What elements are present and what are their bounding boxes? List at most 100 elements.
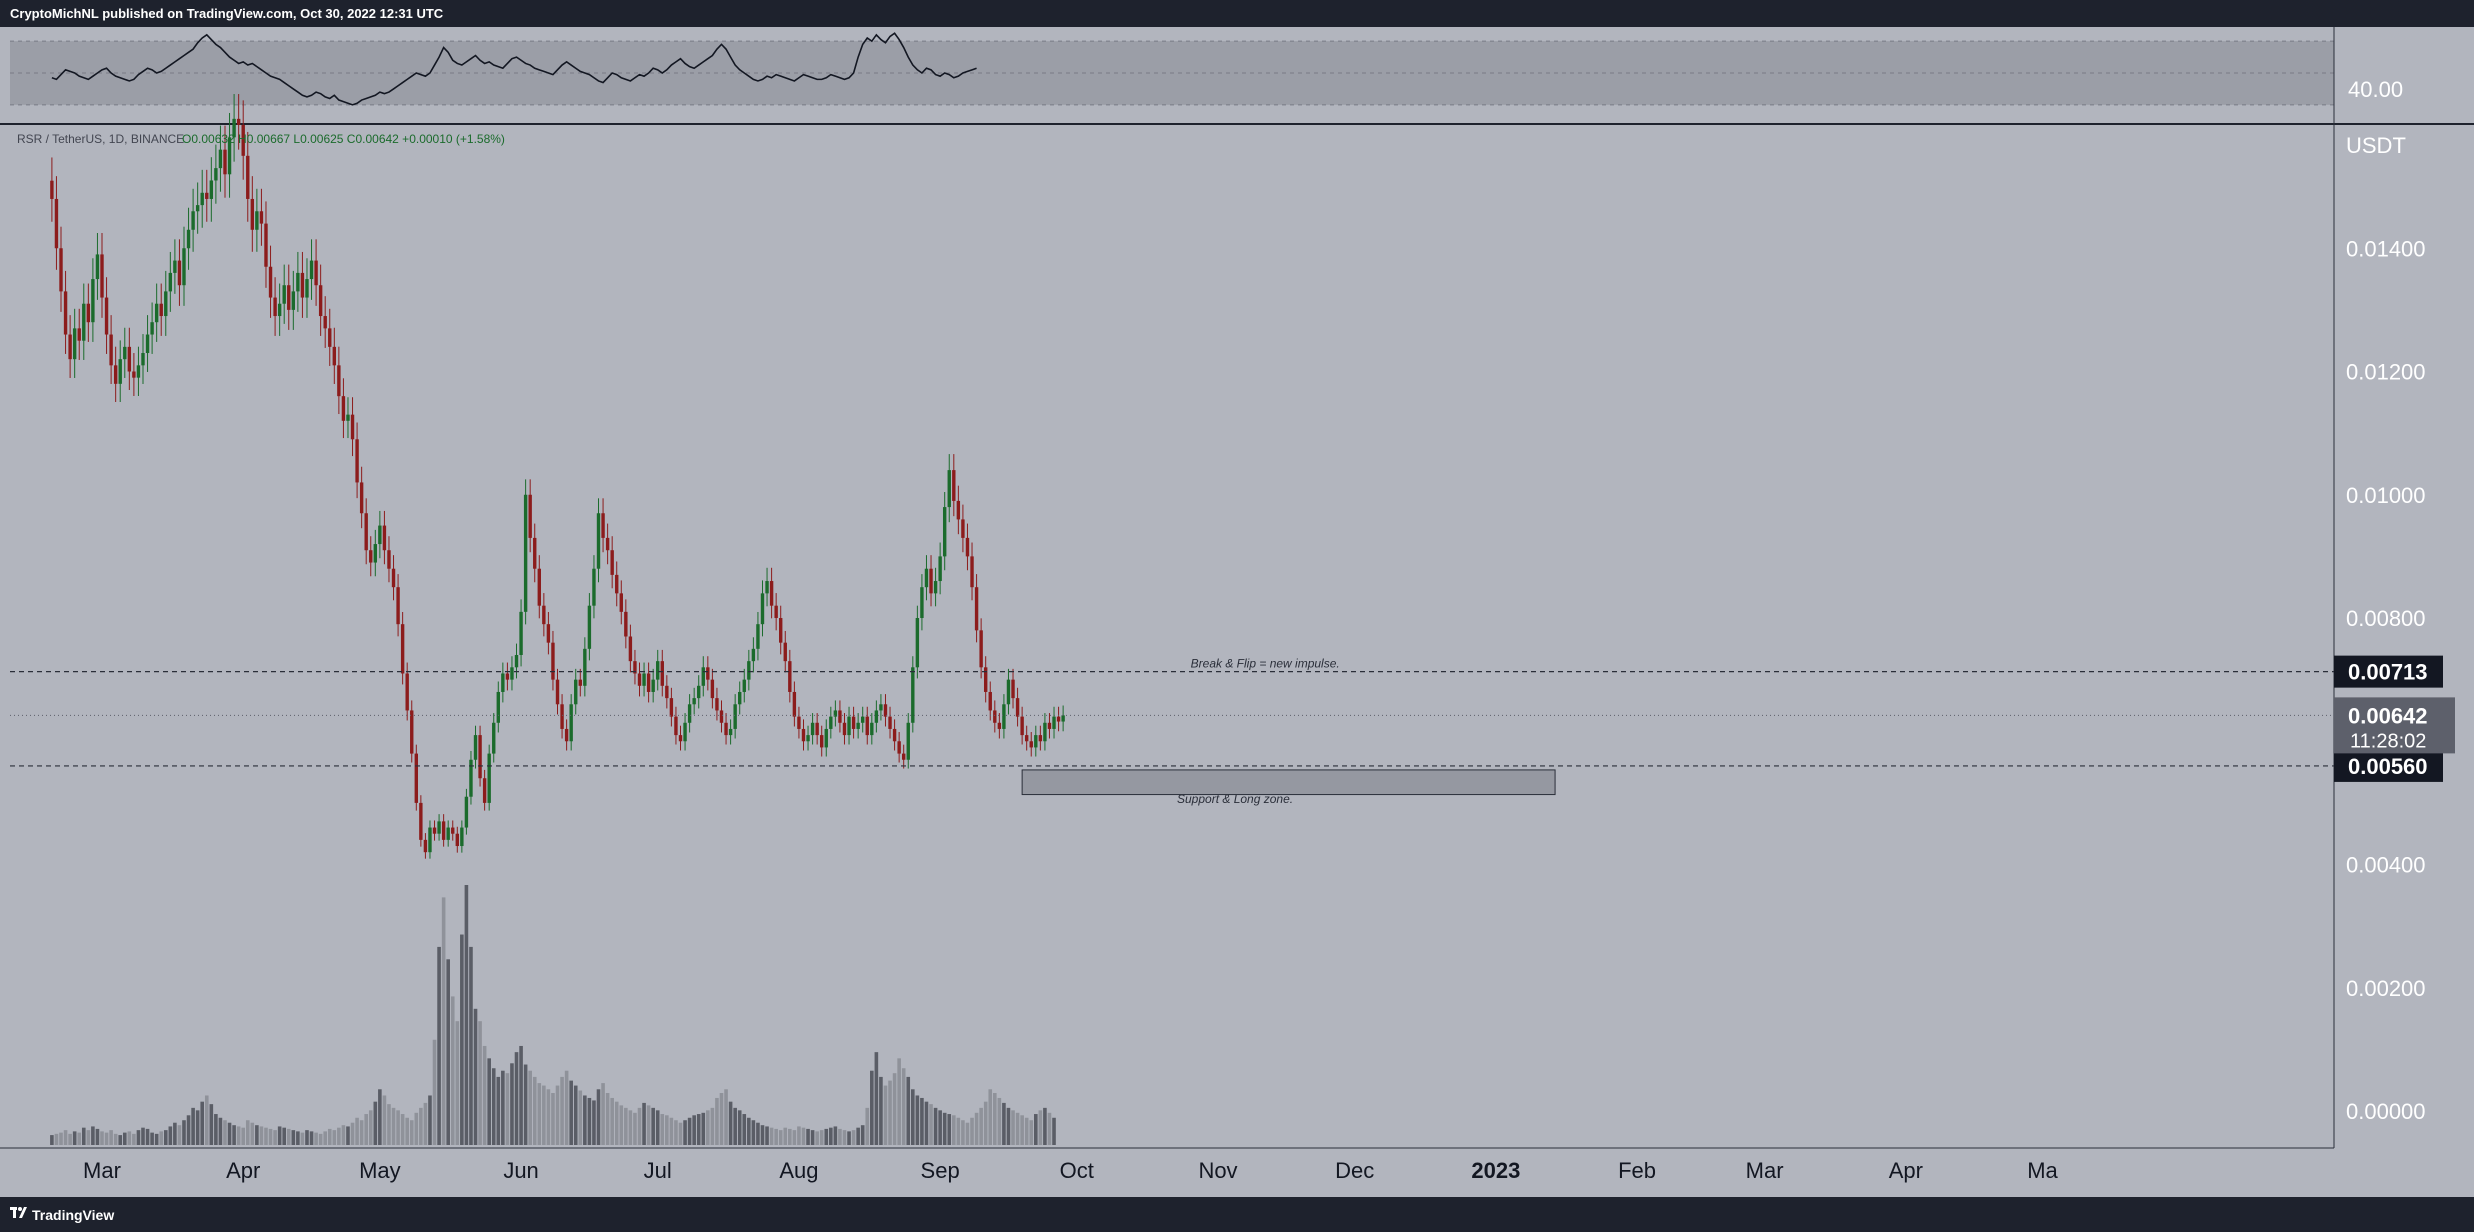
volume-bar — [259, 1126, 264, 1145]
candle-body — [865, 716, 869, 736]
volume-bar — [268, 1128, 273, 1145]
candle-body — [624, 611, 628, 637]
candle-body — [706, 667, 710, 680]
volume-bar — [378, 1089, 382, 1145]
volume-bar — [491, 1068, 496, 1145]
chart-background — [0, 27, 2334, 1197]
candle-body — [195, 205, 200, 212]
candle-body — [615, 574, 619, 594]
volume-bar — [847, 1131, 851, 1145]
candle-body — [91, 279, 95, 323]
candle-body — [961, 519, 965, 538]
annotation-label: Break & Flip = new impulse. — [1191, 656, 1340, 670]
volume-bar — [624, 1107, 628, 1145]
candle-body — [838, 710, 842, 723]
volume-bar — [920, 1097, 924, 1145]
candle-body — [1011, 679, 1015, 699]
volume-bar — [346, 1126, 350, 1145]
price-tick-label: 0.00400 — [2346, 853, 2426, 878]
candle-body — [118, 359, 122, 384]
volume-bar — [583, 1095, 587, 1145]
volume-bar — [706, 1110, 710, 1145]
volume-bar — [405, 1117, 409, 1145]
volume-bar — [332, 1130, 337, 1145]
publish-header: CryptoMichNL published on TradingView.co… — [0, 0, 2474, 27]
candle-body — [988, 691, 992, 711]
volume-bar — [715, 1097, 719, 1145]
volume-bar — [619, 1105, 624, 1145]
candle-body — [95, 254, 100, 280]
volume-bar — [95, 1128, 100, 1145]
candle-body — [697, 685, 701, 699]
candle-body — [979, 630, 983, 668]
volume-bar — [683, 1120, 687, 1145]
candle-body — [505, 673, 510, 680]
candle-body — [583, 648, 587, 686]
volume-bar — [965, 1122, 970, 1145]
candle-body — [300, 272, 305, 298]
volume-bar — [323, 1131, 327, 1145]
price-axis[interactable]: 0.01400 0.01200 0.01000 0.00800 0.00400 0.002… — [2333, 27, 2455, 1148]
candle-body — [728, 728, 733, 736]
volume-bar — [674, 1120, 678, 1145]
candle-body — [906, 722, 910, 760]
volume-bar — [897, 1058, 901, 1145]
candle-body — [159, 303, 163, 317]
candle-body — [250, 198, 255, 230]
level-price-badge — [2334, 655, 2443, 688]
volume-bar — [824, 1128, 829, 1145]
volume-bar — [892, 1073, 897, 1145]
volume-bar — [733, 1107, 737, 1145]
volume-bar — [327, 1128, 332, 1145]
volume-bar — [573, 1085, 578, 1145]
candle-body — [72, 328, 77, 360]
candle-body — [464, 796, 469, 828]
volume-bar — [364, 1114, 368, 1145]
volume-bar — [660, 1114, 665, 1145]
candle-body — [779, 618, 783, 643]
volume-bar — [409, 1120, 414, 1145]
candle-body — [396, 587, 400, 625]
volume-bar — [933, 1107, 938, 1145]
volume-bar — [387, 1104, 391, 1145]
volume-bar — [523, 1064, 528, 1145]
volume-bar — [373, 1101, 378, 1145]
candle-body — [59, 248, 63, 292]
candle-body — [806, 735, 810, 742]
volume-bar — [341, 1125, 346, 1145]
volume-bar — [870, 1070, 874, 1145]
candle-body — [186, 229, 191, 249]
volume-bar — [464, 885, 469, 1145]
volume-bar — [487, 1058, 491, 1145]
price-chart[interactable]: Break & Flip = new impulse. Support & Lon… — [0, 0, 2474, 1197]
time-axis[interactable]: Mar Apr May Jun Jul Aug Sep Oct Nov Dec 2023 Feb Mar… — [0, 1147, 2334, 1183]
candle-body — [1034, 735, 1038, 748]
volume-bar — [710, 1107, 715, 1145]
candle-body — [942, 507, 947, 557]
candle-body — [933, 581, 938, 594]
volume-bar — [314, 1132, 318, 1145]
volume-bar — [906, 1076, 911, 1145]
time-tick-label: 2023 — [1471, 1158, 1520, 1183]
candle-body — [870, 722, 874, 736]
volume-bar — [136, 1130, 141, 1145]
volume-bar — [277, 1126, 282, 1145]
volume-bar — [942, 1112, 947, 1145]
candle-body — [241, 125, 245, 156]
candle-body — [519, 611, 523, 655]
candle-body — [318, 285, 323, 317]
volume-bar — [970, 1117, 974, 1145]
volume-bar — [496, 1076, 501, 1145]
candle-body — [168, 272, 173, 292]
candle-body — [177, 260, 182, 286]
volume-bar — [546, 1089, 551, 1145]
volume-bar — [532, 1076, 537, 1145]
volume-bar — [842, 1130, 847, 1145]
volume-bar — [1038, 1110, 1043, 1145]
volume-bar — [100, 1131, 104, 1145]
volume-bar — [77, 1132, 82, 1145]
candle-body — [715, 698, 719, 711]
candle-body — [537, 568, 541, 606]
volume-bar — [669, 1117, 674, 1145]
candle-body — [965, 537, 970, 557]
